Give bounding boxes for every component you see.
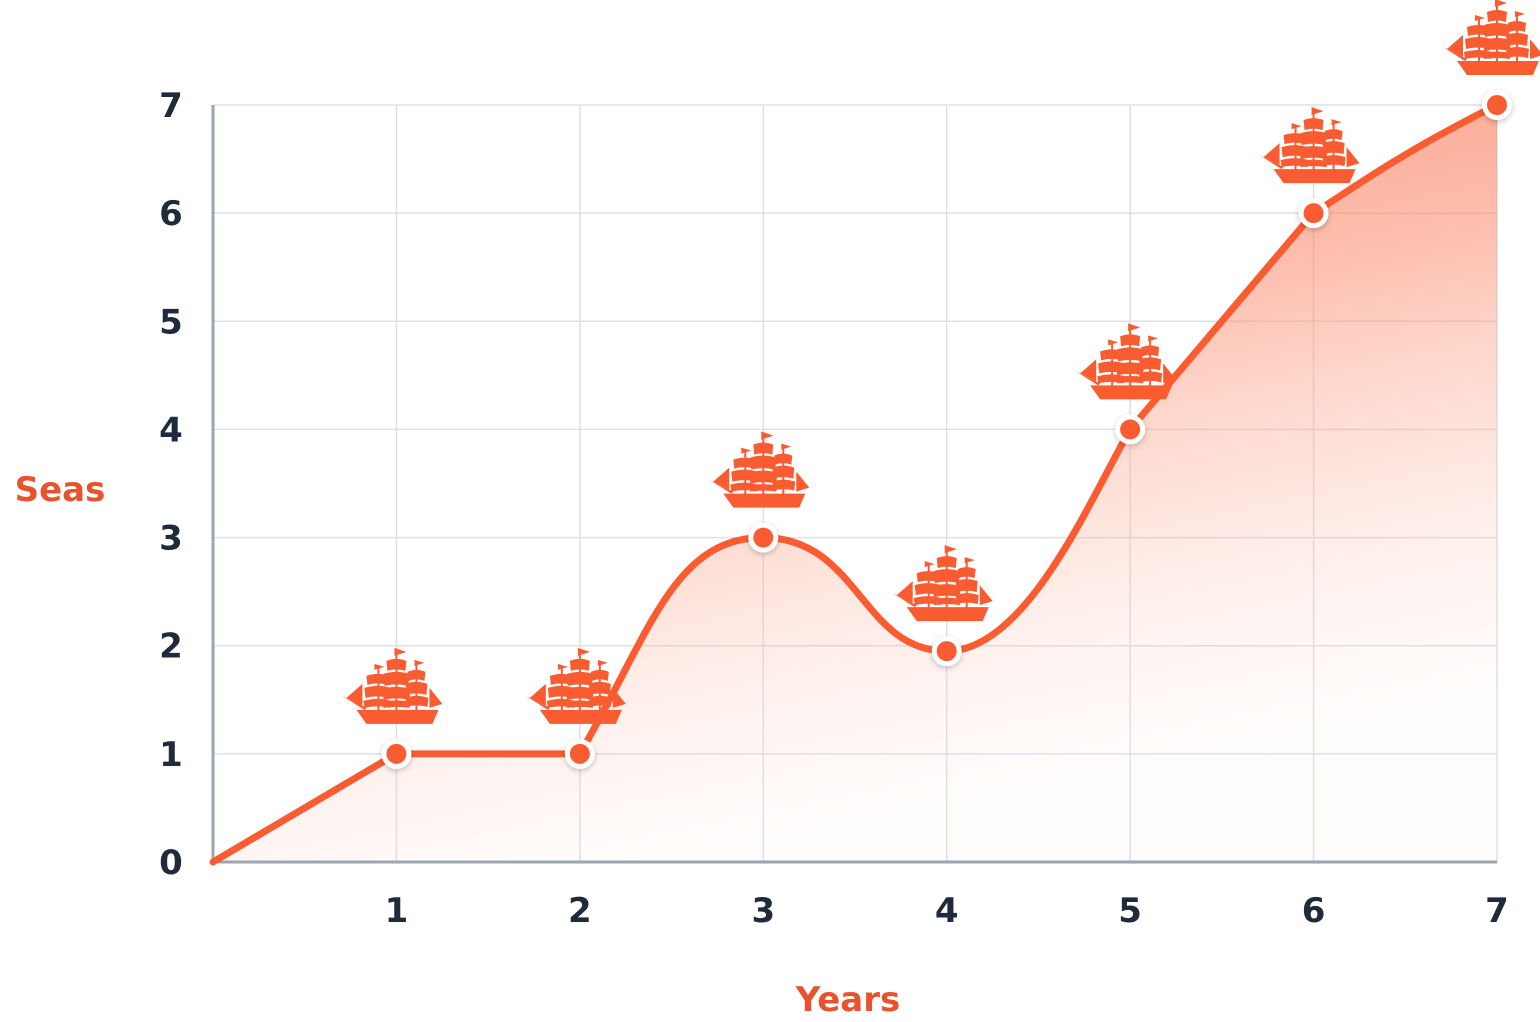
x-tick-label: 5: [1118, 891, 1142, 931]
y-tick-label: 7: [159, 86, 183, 126]
data-point-marker: [748, 522, 779, 553]
y-tick-label: 5: [159, 302, 183, 342]
x-tick-label: 2: [568, 891, 592, 931]
axes: [211, 105, 1497, 864]
y-tick-label: 6: [159, 194, 183, 234]
data-point-marker: [1482, 90, 1512, 120]
y-tick-label: 2: [159, 627, 183, 667]
ship-icon: [525, 647, 626, 724]
data-point-marker: [931, 636, 962, 667]
x-tick-label: 4: [935, 891, 959, 931]
ship-icon: [892, 545, 993, 622]
x-tick-label: 1: [385, 891, 409, 931]
area-fill: [213, 105, 1497, 862]
data-point-marker: [1115, 414, 1146, 445]
ship-icon: [709, 431, 810, 508]
y-tick-label: 3: [159, 519, 183, 559]
area-fill-layer: [213, 105, 1497, 862]
x-tick-label: 3: [751, 891, 775, 931]
data-point-marker: [564, 738, 595, 769]
ship-icon: [1443, 0, 1540, 75]
ship-icon: [342, 647, 443, 724]
y-axis-title: Seas: [15, 470, 106, 510]
data-point-marker: [381, 738, 412, 769]
x-tick-label: 6: [1302, 891, 1326, 931]
ship-icon: [1076, 323, 1177, 400]
y-tick-label: 0: [159, 843, 183, 883]
y-tick-label: 1: [159, 735, 183, 775]
ship-icon: [1259, 107, 1360, 184]
x-tick-label: 7: [1485, 891, 1509, 931]
data-point-marker: [1298, 198, 1329, 229]
markers-layer: [381, 90, 1512, 769]
tick-labels: 0 1 2 3 4 5 6 7 1 2 3 4 5 6 7: [159, 86, 1509, 931]
y-tick-label: 4: [159, 410, 183, 450]
x-axis-title: Years: [795, 980, 901, 1020]
